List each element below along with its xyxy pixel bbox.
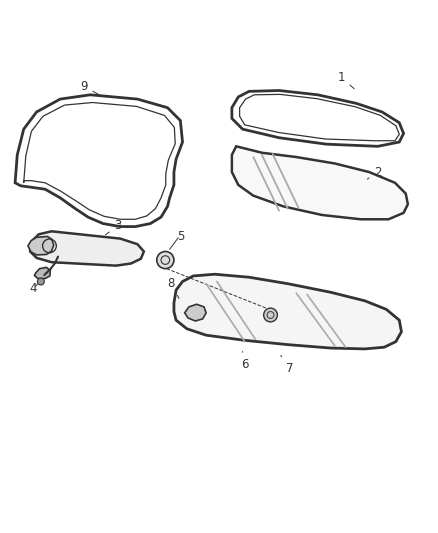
- Polygon shape: [232, 147, 408, 219]
- Circle shape: [37, 278, 44, 285]
- Polygon shape: [174, 274, 401, 349]
- Text: 2: 2: [367, 166, 381, 179]
- Circle shape: [264, 308, 277, 322]
- Text: 3: 3: [106, 219, 122, 235]
- Text: 1: 1: [338, 71, 354, 88]
- Circle shape: [157, 252, 174, 269]
- Text: 7: 7: [281, 356, 293, 375]
- Text: 6: 6: [241, 351, 248, 371]
- Polygon shape: [35, 268, 50, 279]
- Text: 9: 9: [80, 80, 101, 95]
- Text: 4: 4: [30, 282, 38, 295]
- Text: 8: 8: [167, 277, 179, 298]
- Text: 5: 5: [177, 230, 184, 243]
- Polygon shape: [185, 304, 206, 321]
- Polygon shape: [30, 231, 144, 265]
- Polygon shape: [28, 237, 54, 255]
